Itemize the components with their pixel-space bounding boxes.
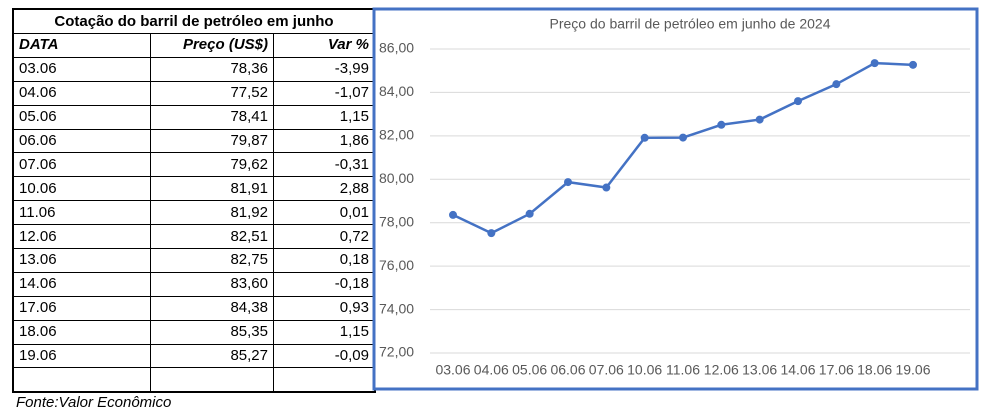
table-row: 06.06 79,87 1,86 [12, 128, 376, 154]
x-tick-label: 06.06 [550, 362, 585, 378]
table-cell: 82,51 [150, 224, 274, 250]
table-cell: 77,52 [150, 80, 274, 106]
table-cell: 1,86 [273, 128, 376, 154]
chart-title: Preço do barril de petróleo em junho de … [550, 16, 831, 32]
chart-frame [372, 7, 979, 391]
table-cell: 81,92 [150, 200, 274, 226]
x-tick-label: 11.06 [666, 362, 700, 378]
x-tick-label: 14.06 [780, 362, 815, 378]
marker [679, 133, 687, 142]
column-header: Var % [273, 33, 376, 58]
y-tick-label: 86,00 [379, 40, 414, 56]
marker [487, 229, 496, 238]
marker [870, 59, 879, 68]
marker [832, 80, 841, 89]
table-cell: 83,60 [150, 271, 274, 297]
table-row: 11.06 81,92 0,01 [12, 200, 376, 226]
marker [602, 183, 611, 192]
y-tick-label: 74,00 [379, 300, 414, 316]
column-header: Preço (US$) [150, 33, 274, 58]
empty-row [12, 367, 376, 393]
table-cell: 85,27 [150, 343, 274, 369]
marker [640, 133, 649, 142]
x-tick-label: 07.06 [589, 362, 624, 378]
y-tick-label: 76,00 [379, 257, 414, 273]
marker [525, 209, 534, 218]
table-cell: 06.06 [12, 128, 151, 154]
marker [755, 115, 764, 124]
table-cell: 1,15 [273, 319, 376, 345]
table-cell: 1,15 [273, 104, 376, 130]
table-cell: 2,88 [273, 176, 376, 202]
x-tick-label: 12.06 [704, 362, 739, 378]
x-tick-label: 18.06 [857, 362, 892, 378]
table-cell: 0,72 [273, 224, 376, 250]
table-cell: 84,38 [150, 295, 274, 321]
column-header: DATA [12, 33, 151, 58]
table-cell: 78,41 [150, 104, 274, 130]
table-cell: 81,91 [150, 176, 274, 202]
table-cell: 18.06 [12, 319, 151, 345]
table-cell: 14.06 [12, 271, 151, 297]
marker [564, 178, 572, 187]
empty-cell [150, 367, 274, 393]
table-cell: 04.06 [12, 80, 151, 106]
x-tick-label: 10.06 [627, 362, 662, 378]
table-row: 07.06 79,62 -0,31 [12, 152, 376, 178]
table-cell: 05.06 [12, 104, 151, 130]
table-row: 05.06 78,41 1,15 [12, 104, 376, 130]
x-tick-label: 03.06 [435, 362, 470, 378]
x-tick-label: 05.06 [512, 362, 547, 378]
table-cell: 07.06 [12, 152, 151, 178]
table-row: 10.06 81,91 2,88 [12, 176, 376, 202]
y-tick-label: 84,00 [379, 83, 414, 99]
table-cell: -0,31 [273, 152, 376, 178]
marker [717, 120, 726, 129]
source: Fonte:Valor Econômico [16, 394, 172, 411]
table-cell: 79,87 [150, 128, 274, 154]
table-cell: 85,35 [150, 319, 274, 345]
table-row: 18.06 85,35 1,15 [12, 319, 376, 345]
y-tick-label: 82,00 [379, 127, 414, 143]
x-tick-label: 19.06 [895, 362, 930, 378]
marker [794, 97, 802, 106]
table-row: 14.06 83,60 -0,18 [12, 271, 376, 297]
table-row: 12.06 82,51 0,72 [12, 224, 376, 250]
table-row: 04.06 77,52 -1,07 [12, 80, 376, 106]
y-tick-label: 72,00 [379, 344, 414, 360]
table-cell: -0,18 [273, 271, 376, 297]
table-cell: 12.06 [12, 224, 151, 250]
x-tick-label: 17.06 [819, 362, 854, 378]
x-tick-label: 13.06 [742, 362, 777, 378]
price-table: Cotação do barril de petróleo em junho D… [12, 8, 376, 394]
header-row: DATA Preço (US$) Var % [12, 33, 376, 58]
marker [449, 210, 457, 219]
table-row: 17.06 84,38 0,93 [12, 295, 376, 321]
table-cell: 79,62 [150, 152, 274, 178]
table-cell: 10.06 [12, 176, 151, 202]
y-tick-label: 78,00 [379, 213, 414, 229]
marker [909, 60, 917, 69]
x-tick-label: 04.06 [474, 362, 509, 378]
y-tick-label: 80,00 [379, 170, 414, 186]
table-cell: 0,01 [273, 200, 376, 226]
